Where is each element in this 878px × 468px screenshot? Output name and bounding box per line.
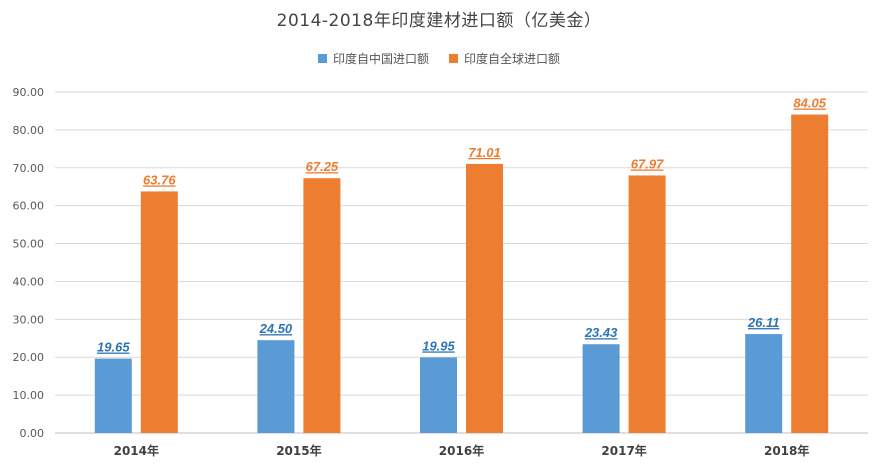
legend-swatch-china [317, 54, 327, 63]
x-tick-label: 2016年 [439, 443, 484, 458]
bar-global [628, 175, 666, 433]
y-tick-label: 60.00 [13, 200, 45, 213]
legend-label-global: 印度自全球进口额 [464, 52, 561, 66]
y-tick-label: 40.00 [13, 275, 45, 288]
legend-item-china: 印度自中国进口额 [317, 50, 429, 67]
data-label-china: 26.11 [747, 315, 780, 330]
data-label-china: 23.43 [584, 325, 618, 340]
y-tick-label: 0.00 [20, 427, 45, 440]
chart-title: 2014-2018年印度建材进口额（亿美金） [276, 11, 602, 31]
x-tick-label: 2014年 [114, 443, 159, 458]
data-label-global: 84.05 [793, 96, 826, 111]
legend-label-china: 印度自中国进口额 [332, 52, 429, 66]
data-label-china: 19.95 [422, 338, 455, 353]
bar-china [257, 340, 295, 433]
x-tick-label: 2018年 [764, 443, 809, 458]
y-tick-label: 90.00 [13, 86, 45, 99]
bar-china [582, 344, 620, 433]
data-label-global: 67.97 [631, 156, 664, 171]
bar-global [303, 178, 341, 433]
y-tick-label: 70.00 [13, 162, 45, 175]
y-tick-label: 20.00 [13, 351, 45, 364]
x-tick-label: 2015年 [276, 443, 321, 458]
y-tick-label: 80.00 [13, 124, 45, 137]
data-label-global: 71.01 [468, 145, 501, 160]
bar-global [791, 114, 829, 434]
bar-china [420, 357, 457, 433]
data-label-global: 67.25 [306, 159, 339, 174]
y-tick-label: 30.00 [13, 313, 45, 326]
data-label-china: 24.50 [259, 321, 293, 336]
y-tick-label: 10.00 [13, 389, 45, 402]
bar-global [466, 163, 503, 434]
data-label-china: 19.65 [97, 340, 130, 355]
y-tick-label: 50.00 [13, 238, 45, 251]
bar-china [94, 358, 132, 433]
chart-legend: 印度自中国进口额 印度自全球进口额 [0, 50, 878, 67]
bar-china [745, 334, 783, 433]
legend-swatch-global [449, 54, 458, 63]
legend-item-global: 印度自全球进口额 [449, 50, 560, 67]
x-tick-label: 2017年 [601, 443, 646, 458]
bar-global [140, 191, 178, 433]
data-label-global: 63.76 [143, 172, 176, 187]
